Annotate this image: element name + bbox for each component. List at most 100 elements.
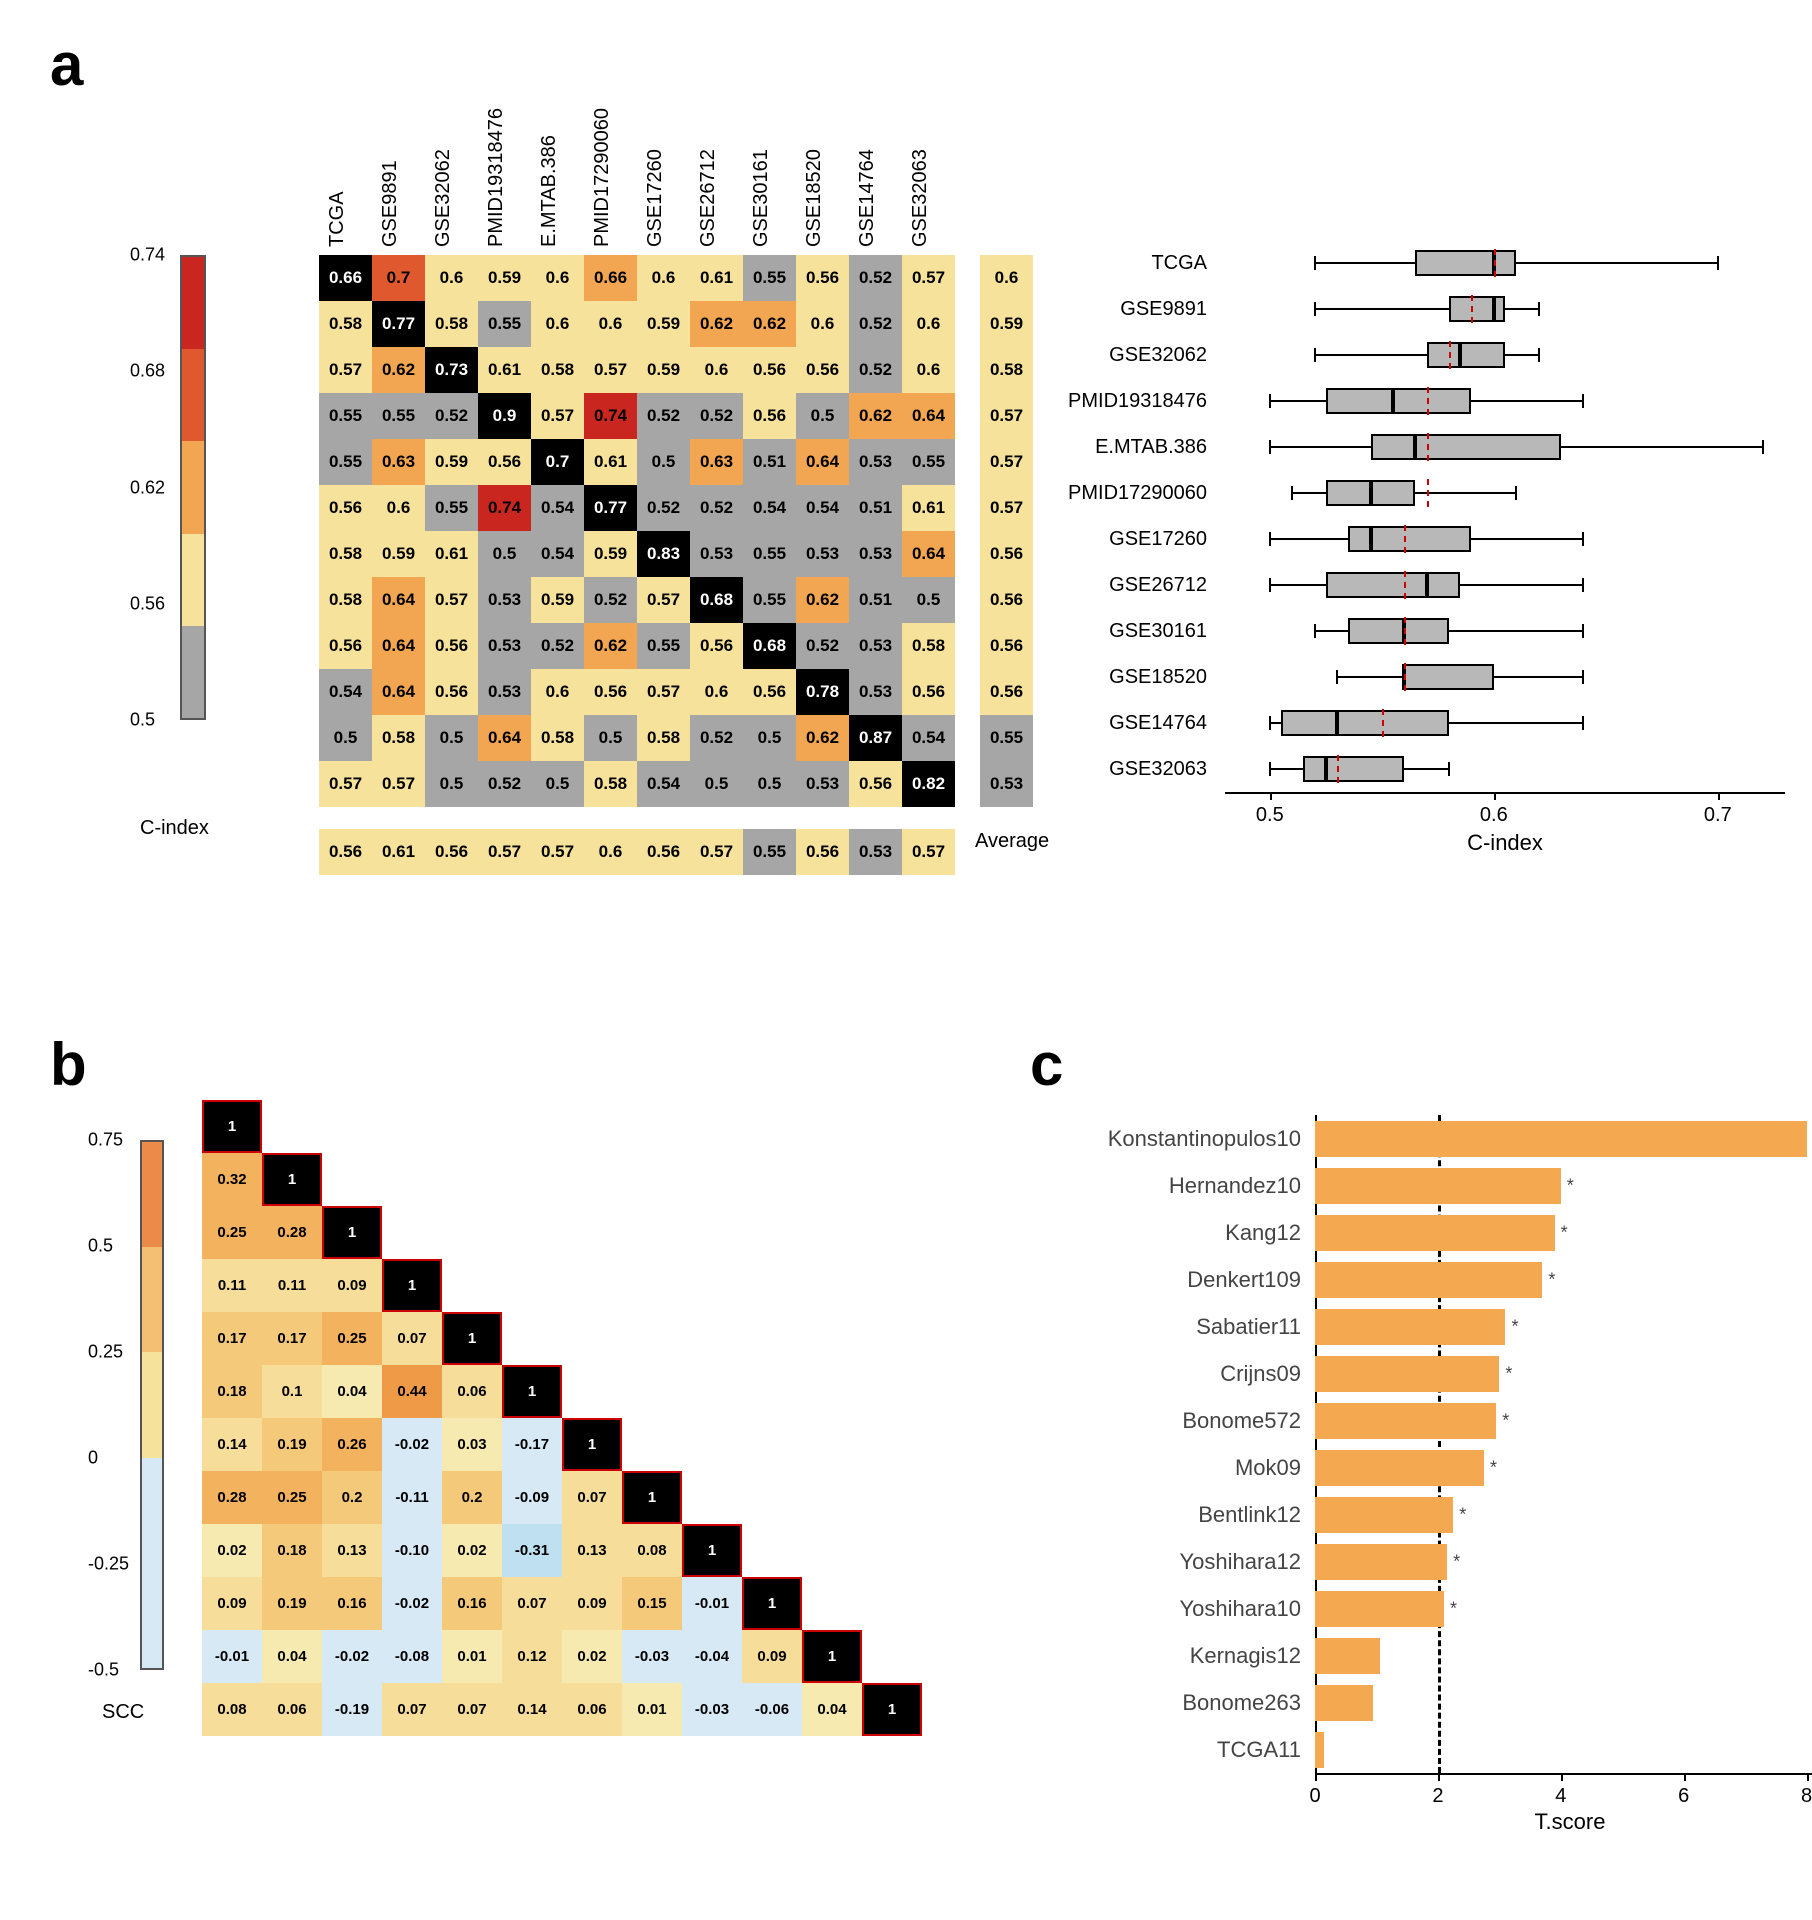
a-box-label: GSE30161: [1040, 620, 1225, 643]
b-cell: -0.02: [382, 1577, 442, 1630]
c-bar-row: Kernagis12: [1060, 1632, 1812, 1679]
b-cell: 0.25: [322, 1312, 382, 1365]
a-heatmap-cell: 0.58: [584, 761, 637, 807]
b-cell: 0.04: [802, 1683, 862, 1736]
a-heatmap-cell: 0.58: [531, 715, 584, 761]
b-cell: 0.06: [562, 1683, 622, 1736]
a-heatmap-cell: 0.55: [372, 393, 425, 439]
a-box-area: [1225, 700, 1785, 746]
a-col-avg-cell: 0.56: [637, 829, 690, 875]
a-heatmap-cell: 0.56: [796, 347, 849, 393]
b-colorbar-tick: 0.75: [88, 1130, 123, 1151]
b-cell: 0.02: [202, 1524, 262, 1577]
a-heatmap-cell: 0.59: [425, 439, 478, 485]
a-box-label: TCGA: [1040, 252, 1225, 275]
a-heatmap-cell: 0.6: [902, 301, 955, 347]
c-bar: [1315, 1121, 1807, 1157]
b-cell: 0.11: [202, 1259, 262, 1312]
a-heatmap-cell: 0.6: [531, 255, 584, 301]
b-row: 0.280.250.2-0.110.2-0.090.071: [202, 1471, 922, 1524]
b-row: 0.090.190.16-0.020.160.070.090.15-0.011: [202, 1577, 922, 1630]
a-col-avg-cell: 0.6: [584, 829, 637, 875]
a-box-row: GSE32063: [1040, 746, 1785, 792]
a-heatmap-cell: 0.57: [372, 761, 425, 807]
c-sig-star: *: [1450, 1598, 1457, 1619]
b-cell: 0.14: [502, 1683, 562, 1736]
a-box-row: TCGA: [1040, 240, 1785, 286]
a-heatmap-cell: 0.5: [637, 439, 690, 485]
b-cell: 0.16: [322, 1577, 382, 1630]
c-xtitle: T.score: [1535, 1809, 1606, 1835]
a-heatmap-cell: 0.77: [584, 485, 637, 531]
b-colorbar-segment: [142, 1352, 162, 1457]
b-cell: 0.13: [562, 1524, 622, 1577]
c-bar-row: Mok09*: [1060, 1444, 1812, 1491]
c-bar: [1315, 1732, 1324, 1768]
c-sig-star: *: [1561, 1222, 1568, 1243]
a-heatmap-cell: 0.55: [425, 485, 478, 531]
a-heatmap-grid: 0.660.70.60.590.60.660.60.610.550.560.52…: [319, 255, 955, 807]
a-box-area: [1225, 516, 1785, 562]
a-row-avg-cell: 0.55: [980, 715, 1033, 761]
a-heatmap-cell: 0.6: [372, 485, 425, 531]
c-axis: 02468T.score: [1315, 1773, 1812, 1833]
a-col-header: PMID19318476: [458, 202, 478, 255]
a-heatmap-cell: 0.53: [796, 531, 849, 577]
a-heatmap-cell: 0.74: [478, 485, 531, 531]
b-cell: 1: [322, 1206, 382, 1259]
a-heatmap-cell: 0.55: [743, 255, 796, 301]
c-bar-row: Bonome572*: [1060, 1397, 1812, 1444]
a-col-header: E.MTAB.386: [511, 202, 531, 255]
a-colorbar-bar: [180, 255, 206, 720]
a-heatmap-cell: 0.55: [319, 393, 372, 439]
b-cell: -0.10: [382, 1524, 442, 1577]
a-heatmap-cell: 0.61: [902, 485, 955, 531]
a-heatmap-cell: 0.55: [902, 439, 955, 485]
b-cell: -0.31: [502, 1524, 562, 1577]
c-bar-row: Yoshihara10*: [1060, 1585, 1812, 1632]
b-cell: 1: [742, 1577, 802, 1630]
b-colorbar-tick: 0.5: [88, 1236, 113, 1257]
c-bar-row: Kang12*: [1060, 1209, 1812, 1256]
a-heatmap-cell: 0.6: [690, 669, 743, 715]
a-heatmap-cell: 0.53: [796, 761, 849, 807]
a-heatmap-cell: 0.52: [531, 623, 584, 669]
a-heatmap-cell: 0.6: [425, 255, 478, 301]
a-heatmap-cell: 0.63: [372, 439, 425, 485]
a-colorbar-tick: 0.68: [130, 361, 165, 382]
c-bar-label: Crijns09: [1060, 1361, 1315, 1387]
a-heatmap-cell: 0.51: [849, 577, 902, 623]
a-col-header: GSE32063: [882, 202, 902, 255]
a-heatmap-cell: 0.52: [690, 485, 743, 531]
b-cell: 0.11: [262, 1259, 322, 1312]
b-cell: 0.32: [202, 1153, 262, 1206]
a-box-area: [1225, 286, 1785, 332]
a-heatmap-cell: 0.5: [690, 761, 743, 807]
a-heatmap-cell: 0.56: [478, 439, 531, 485]
a-heatmap-cell: 0.54: [531, 485, 584, 531]
a-heatmap-cell: 0.66: [584, 255, 637, 301]
c-sig-star: *: [1453, 1551, 1460, 1572]
a-heatmap-cell: 0.68: [690, 577, 743, 623]
a-col-avg-cell: 0.56: [319, 829, 372, 875]
a-heatmap-cell: 0.57: [319, 761, 372, 807]
b-cell: 0.03: [442, 1418, 502, 1471]
a-box-row: GSE30161: [1040, 608, 1785, 654]
a-col-headers: TCGAGSE9891GSE32062PMID19318476E.MTAB.38…: [319, 60, 1049, 255]
a-heatmap-cell: 0.61: [425, 531, 478, 577]
a-heatmap-cell: 0.6: [796, 301, 849, 347]
a-box-xtitle: C-index: [1467, 830, 1543, 856]
a-boxplot: TCGAGSE9891GSE32062PMID19318476E.MTAB.38…: [1040, 240, 1785, 842]
a-row-avg-cell: 0.57: [980, 439, 1033, 485]
a-heatmap-cell: 0.6: [531, 301, 584, 347]
b-cell: 0.2: [322, 1471, 382, 1524]
a-row-avg-cell: 0.58: [980, 347, 1033, 393]
b-cell: 1: [802, 1630, 862, 1683]
a-box-label: PMID17290060: [1040, 482, 1225, 505]
a-heatmap-cell: 0.56: [849, 761, 902, 807]
a-heatmap-cell: 0.56: [902, 669, 955, 715]
c-bar-row: TCGA11: [1060, 1726, 1812, 1773]
a-heatmap-cell: 0.5: [743, 761, 796, 807]
a-heatmap-cell: 0.55: [637, 623, 690, 669]
a-heatmap-cell: 0.61: [690, 255, 743, 301]
